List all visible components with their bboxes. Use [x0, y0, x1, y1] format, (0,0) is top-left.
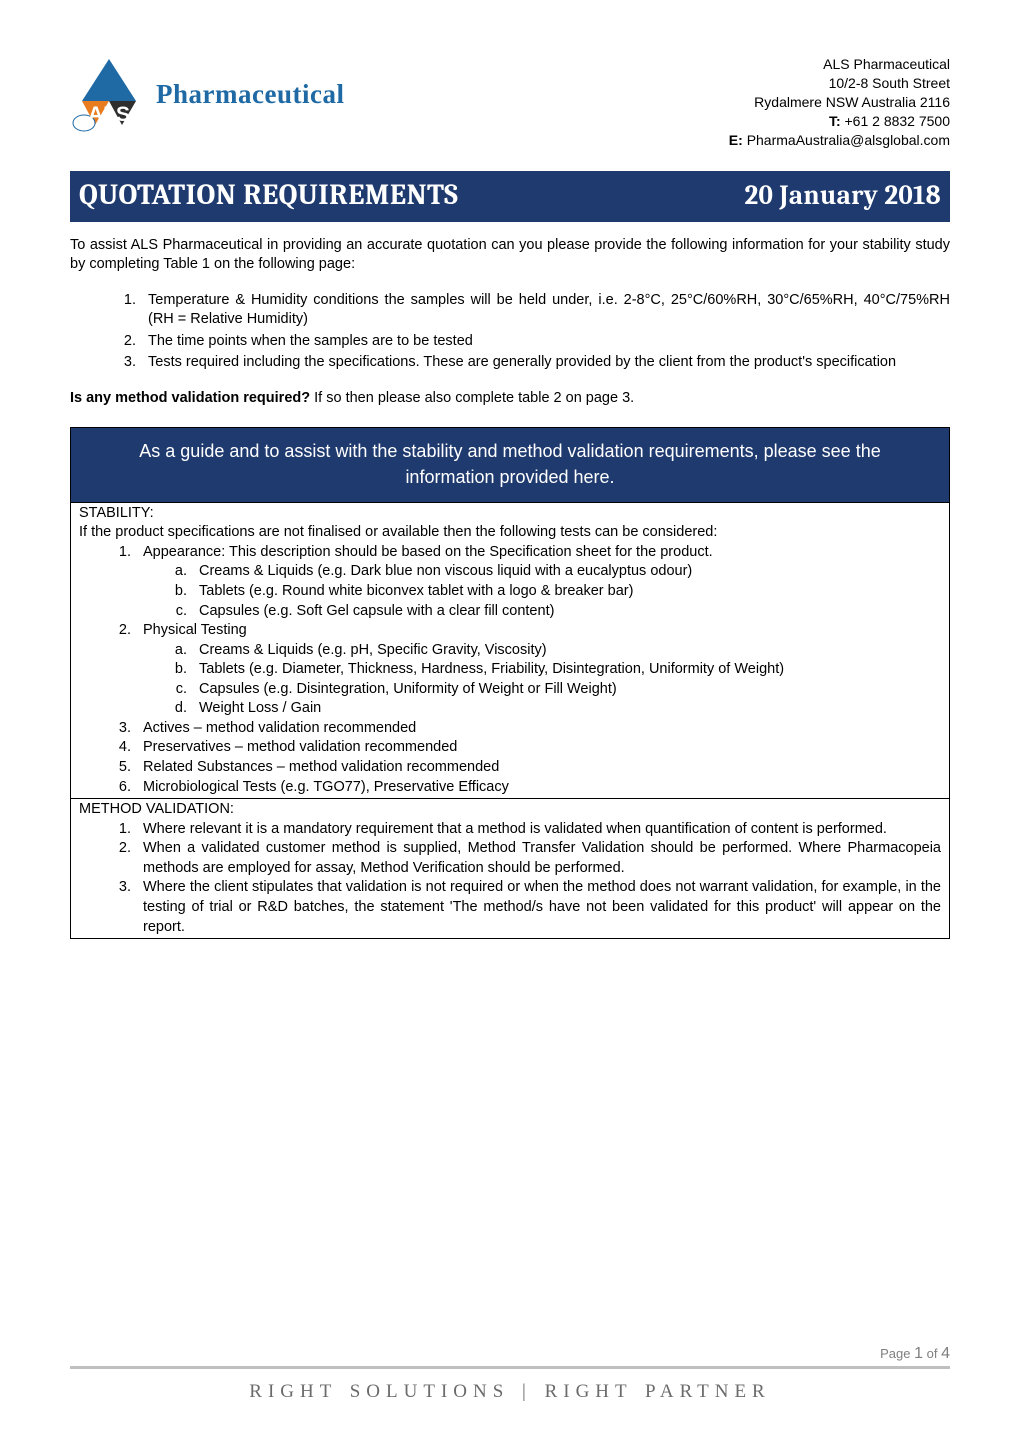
stability-sublist: Creams & Liquids (e.g. Dark blue non vis…	[143, 562, 941, 621]
company-contact-block: ALS Pharmaceutical 10/2-8 South Street R…	[729, 55, 950, 149]
stability-item: Actives – method validation recommended	[135, 719, 941, 739]
stability-item: Microbiological Tests (e.g. TGO77), Pres…	[135, 778, 941, 798]
method-validation-item: When a validated customer method is supp…	[135, 839, 941, 878]
stability-item: Physical Testing Creams & Liquids (e.g. …	[135, 621, 941, 719]
stability-subitem: Creams & Liquids (e.g. pH, Specific Grav…	[191, 641, 941, 661]
method-validation-list: Where relevant it is a mandatory require…	[79, 820, 941, 937]
footer-divider	[70, 1366, 950, 1369]
svg-text:ALS: ALS	[88, 103, 130, 126]
stability-subitem: Capsules (e.g. Disintegration, Uniformit…	[191, 680, 941, 700]
requirement-item: The time points when the samples are to …	[140, 332, 950, 352]
guidance-box: As a guide and to assist with the stabil…	[70, 427, 950, 940]
company-phone: T: +61 2 8832 7500	[729, 112, 950, 131]
company-email: E: PharmaAustralia@alsglobal.com	[729, 131, 950, 150]
stability-subitem: Creams & Liquids (e.g. Dark blue non vis…	[191, 562, 941, 582]
title-left: QUOTATION REQUIREMENTS	[79, 176, 458, 215]
stability-sublist: Creams & Liquids (e.g. pH, Specific Grav…	[143, 641, 941, 719]
stability-section: STABILITY: If the product specifications…	[71, 503, 949, 799]
stability-item: Related Substances – method validation r…	[135, 758, 941, 778]
brand-name-text: Pharmaceutical	[156, 76, 344, 112]
stability-lead: If the product specifications are not fi…	[79, 523, 941, 543]
method-validation-item: Where the client stipulates that validat…	[135, 878, 941, 937]
title-bar: QUOTATION REQUIREMENTS 20 January 2018	[70, 171, 950, 221]
title-right: 20 January 2018	[745, 178, 941, 214]
company-name: ALS Pharmaceutical	[729, 55, 950, 74]
page-number: Page 1 of 4	[70, 1343, 950, 1365]
company-address-1: 10/2-8 South Street	[729, 74, 950, 93]
stability-list: Appearance: This description should be b…	[79, 543, 941, 797]
method-validation-question: Is any method validation required? If so…	[70, 389, 950, 409]
method-validation-section: METHOD VALIDATION: Where relevant it is …	[71, 799, 949, 938]
company-address-2: Rydalmere NSW Australia 2116	[729, 93, 950, 112]
requirement-item: Tests required including the specificati…	[140, 353, 950, 373]
footer-tagline: RIGHT SOLUTIONS | RIGHT PARTNER	[70, 1379, 950, 1405]
stability-subitem: Capsules (e.g. Soft Gel capsule with a c…	[191, 602, 941, 622]
brand-logo: ALS Pharmaceutical	[70, 55, 344, 133]
requirement-item: Temperature & Humidity conditions the sa…	[140, 291, 950, 330]
method-validation-title: METHOD VALIDATION:	[79, 800, 941, 820]
method-validation-item: Where relevant it is a mandatory require…	[135, 820, 941, 840]
stability-item: Preservatives – method validation recomm…	[135, 738, 941, 758]
stability-title: STABILITY:	[79, 504, 941, 524]
intro-paragraph: To assist ALS Pharmaceutical in providin…	[70, 236, 950, 275]
logo-triangle-icon: ALS	[70, 55, 148, 133]
stability-subitem: Tablets (e.g. Round white biconvex table…	[191, 582, 941, 602]
guidance-box-header: As a guide and to assist with the stabil…	[71, 428, 949, 503]
document-header: ALS Pharmaceutical ALS Pharmaceutical 10…	[70, 55, 950, 149]
stability-item: Appearance: This description should be b…	[135, 543, 941, 621]
stability-subitem: Tablets (e.g. Diameter, Thickness, Hardn…	[191, 660, 941, 680]
stability-subitem: Weight Loss / Gain	[191, 699, 941, 719]
page-footer: Page 1 of 4 RIGHT SOLUTIONS | RIGHT PART…	[70, 1343, 950, 1405]
requirements-list: Temperature & Humidity conditions the sa…	[70, 291, 950, 373]
